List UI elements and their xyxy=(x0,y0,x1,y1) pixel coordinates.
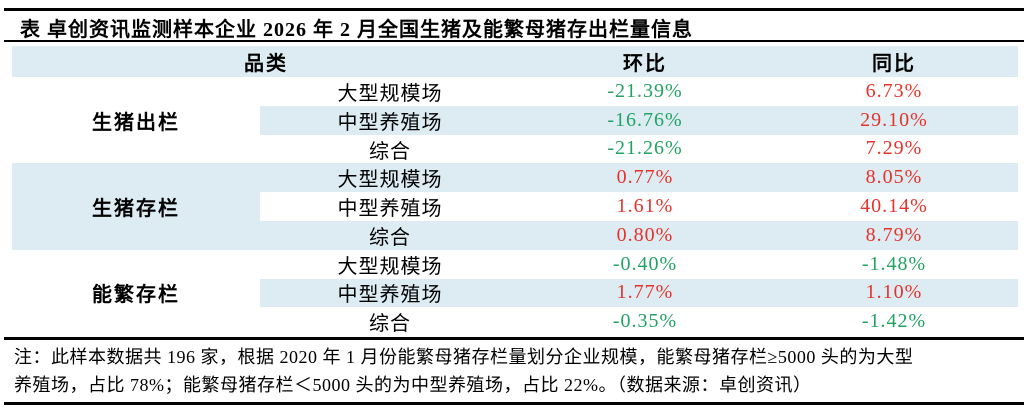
subcategory-cell: 大型规模场 xyxy=(260,163,520,193)
subcategory-cell: 综合 xyxy=(369,313,411,336)
top-rule xyxy=(4,8,1024,11)
yoy-value: 8.05% xyxy=(770,163,1018,193)
group-label: 生猪存栏 xyxy=(12,163,260,250)
yoy-value: 40.14% xyxy=(860,195,928,218)
mom-value: 0.77% xyxy=(520,163,770,193)
bottom-rule xyxy=(4,402,1024,405)
yoy-value: 29.10% xyxy=(770,105,1018,135)
mom-value: -16.76% xyxy=(520,105,770,135)
header-mom: 环比 xyxy=(520,46,770,77)
subcategory-cell: 大型规模场 xyxy=(337,82,443,105)
data-table: 品类 环比 同比 生猪出栏 生猪存栏 能繁存栏 大型规模场 -21.39% 6.… xyxy=(12,46,1018,336)
header-category: 品类 xyxy=(12,46,520,77)
mom-value: -0.40% xyxy=(612,252,678,275)
mom-value: -0.35% xyxy=(612,310,678,333)
mom-value: -21.39% xyxy=(607,79,683,102)
mom-value: 1.77% xyxy=(520,278,770,308)
table-bottom-rule xyxy=(4,337,1024,340)
yoy-value: 7.29% xyxy=(865,137,923,160)
footnote: 注：此样本数据共 196 家，根据 2020 年 1 月份能繁母猪存栏量划分企业… xyxy=(14,343,1018,399)
footnote-line-1: 注：此样本数据共 196 家，根据 2020 年 1 月份能繁母猪存栏量划分企业… xyxy=(14,347,914,367)
yoy-value: -1.48% xyxy=(861,252,927,275)
subcategory-cell: 大型规模场 xyxy=(337,255,443,278)
mom-value: 1.61% xyxy=(616,195,674,218)
yoy-value: -1.42% xyxy=(861,310,927,333)
subcategory-cell: 综合 xyxy=(260,220,520,250)
footnote-line-2: 养殖场，占比 78%；能繁母猪存栏＜5000 头的为中型养殖场，占比 22%。（… xyxy=(14,375,812,395)
table-title: 表 卓创资讯监测样本企业 2026 年 2 月全国生猪及能繁母猪存出栏量信息 xyxy=(20,19,693,41)
subcategory-cell: 中型养殖场 xyxy=(337,198,443,221)
group-label: 生猪出栏 xyxy=(92,111,180,134)
mom-value: -21.26% xyxy=(607,137,683,160)
subcategory-cell: 综合 xyxy=(369,140,411,163)
yoy-value: 8.79% xyxy=(770,220,1018,250)
mom-value: 0.80% xyxy=(520,220,770,250)
title-divider-rule xyxy=(4,40,1024,42)
group-label: 能繁存栏 xyxy=(92,284,180,307)
subcategory-cell: 中型养殖场 xyxy=(260,278,520,308)
header-yoy: 同比 xyxy=(770,46,1018,77)
yoy-value: 1.10% xyxy=(770,278,1018,308)
subcategory-cell: 中型养殖场 xyxy=(260,105,520,135)
yoy-value: 6.73% xyxy=(865,79,923,102)
